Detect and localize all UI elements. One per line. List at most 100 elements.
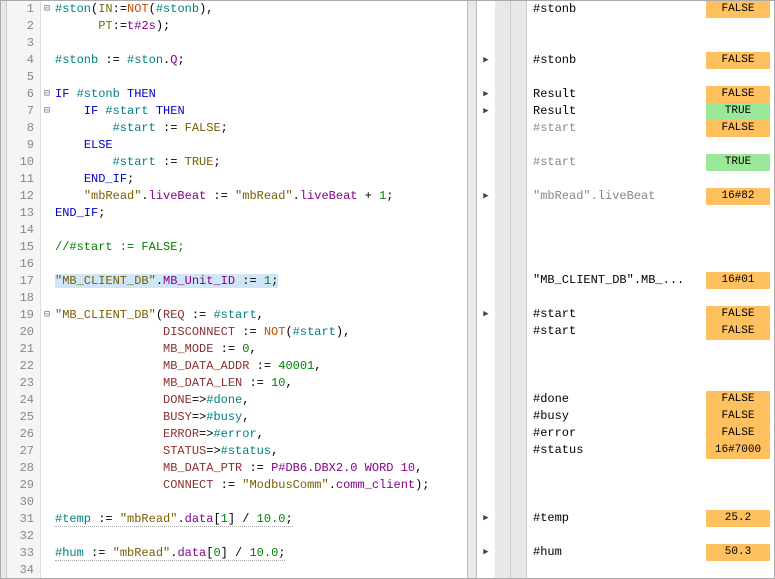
watch-row[interactable]: #stonbFALSE: [477, 1, 774, 18]
code-line[interactable]: 24 DONE=>#done,: [7, 392, 467, 409]
watch-var-value[interactable]: TRUE: [706, 103, 770, 120]
code-text[interactable]: "MB_CLIENT_DB".MB_Unit_ID := 1;: [53, 273, 467, 290]
watch-row[interactable]: [477, 374, 774, 391]
watch-row[interactable]: #startFALSE: [477, 120, 774, 137]
watch-row[interactable]: ▶ ResultFALSE: [477, 86, 774, 103]
watch-var-value[interactable]: 16#82: [706, 188, 770, 205]
watch-row[interactable]: #startTRUE: [477, 154, 774, 171]
code-line[interactable]: 20 DISCONNECT := NOT(#start),: [7, 324, 467, 341]
watch-row[interactable]: [477, 527, 774, 544]
expand-icon[interactable]: ▶: [477, 52, 495, 69]
watch-var-name[interactable]: #hum: [527, 544, 706, 561]
code-text[interactable]: ELSE: [53, 137, 467, 154]
watch-row[interactable]: [477, 69, 774, 86]
watch-var-name[interactable]: Result: [527, 103, 706, 120]
pane-divider[interactable]: [467, 1, 477, 578]
code-line[interactable]: 27 STATUS=>#status,: [7, 443, 467, 460]
watch-row[interactable]: #errorFALSE: [477, 425, 774, 442]
code-text[interactable]: CONNECT := "ModbusComm".comm_client);: [53, 477, 467, 494]
code-text[interactable]: [53, 494, 467, 511]
fold-toggle-icon[interactable]: ⊟: [41, 103, 53, 120]
code-text[interactable]: #temp := "mbRead".data[1] / 10.0;: [53, 511, 467, 528]
watch-var-value[interactable]: 16#7000: [706, 442, 770, 459]
code-line[interactable]: 12 "mbRead".liveBeat := "mbRead".liveBea…: [7, 188, 467, 205]
watch-row[interactable]: [477, 476, 774, 493]
watch-var-name[interactable]: #start: [527, 306, 706, 323]
code-text[interactable]: "MB_CLIENT_DB"(REQ := #start,: [53, 307, 467, 324]
code-line[interactable]: 11 END_IF;: [7, 171, 467, 188]
watch-row[interactable]: [477, 561, 774, 578]
code-text[interactable]: [53, 222, 467, 239]
watch-row[interactable]: ▶"mbRead".liveBeat16#82: [477, 188, 774, 205]
fold-toggle-icon[interactable]: ⊟: [41, 1, 53, 18]
watch-var-value[interactable]: FALSE: [706, 52, 770, 69]
watch-var-name[interactable]: "MB_CLIENT_DB".MB_...: [527, 272, 706, 289]
code-text[interactable]: MB_DATA_ADDR := 40001,: [53, 358, 467, 375]
watch-var-value[interactable]: 50.3: [706, 544, 770, 561]
fold-toggle-icon[interactable]: ⊟: [41, 86, 53, 103]
watch-row[interactable]: "MB_CLIENT_DB".MB_...16#01: [477, 272, 774, 289]
code-line[interactable]: 8 #start := FALSE;: [7, 120, 467, 137]
code-text[interactable]: END_IF;: [53, 205, 467, 222]
watch-row[interactable]: [477, 171, 774, 188]
watch-row[interactable]: #status16#7000: [477, 442, 774, 459]
watch-row[interactable]: ▶ResultTRUE: [477, 103, 774, 120]
watch-var-value[interactable]: FALSE: [706, 425, 770, 442]
code-text[interactable]: #start := TRUE;: [53, 154, 467, 171]
watch-row[interactable]: [477, 459, 774, 476]
code-line[interactable]: 28 MB_DATA_PTR := P#DB6.DBX2.0 WORD 10,: [7, 460, 467, 477]
watch-var-name[interactable]: Result: [527, 86, 706, 103]
watch-row[interactable]: [477, 35, 774, 52]
watch-row[interactable]: [477, 137, 774, 154]
watch-var-value[interactable]: FALSE: [706, 306, 770, 323]
watch-row[interactable]: ▶ #hum50.3: [477, 544, 774, 561]
watch-row[interactable]: [477, 256, 774, 273]
code-text[interactable]: MB_DATA_PTR := P#DB6.DBX2.0 WORD 10,: [53, 460, 467, 477]
watch-var-value[interactable]: FALSE: [706, 120, 770, 137]
code-line[interactable]: 18: [7, 290, 467, 307]
code-text[interactable]: ERROR=>#error,: [53, 426, 467, 443]
code-pane[interactable]: 1⊟#ston(IN:=NOT(#stonb),2 PT:=t#2s);34#s…: [7, 1, 467, 578]
code-line[interactable]: 26 ERROR=>#error,: [7, 426, 467, 443]
code-text[interactable]: [53, 35, 467, 52]
code-text[interactable]: "mbRead".liveBeat := "mbRead".liveBeat +…: [53, 188, 467, 205]
code-text[interactable]: [53, 290, 467, 307]
watch-var-name[interactable]: #start: [527, 323, 706, 340]
watch-var-name[interactable]: #stonb: [527, 52, 706, 69]
code-text[interactable]: PT:=t#2s);: [53, 18, 467, 35]
watch-row[interactable]: [477, 357, 774, 374]
watch-var-value[interactable]: TRUE: [706, 154, 770, 171]
watch-row[interactable]: ▶ #stonbFALSE: [477, 52, 774, 69]
code-line[interactable]: 7⊟ IF #start THEN: [7, 103, 467, 120]
code-text[interactable]: [53, 69, 467, 86]
code-text[interactable]: #hum := "mbRead".data[0] / 10.0;: [53, 545, 467, 562]
code-text[interactable]: IF #stonb THEN: [53, 86, 467, 103]
watch-row[interactable]: [477, 222, 774, 239]
watch-var-value[interactable]: FALSE: [706, 1, 770, 18]
code-text[interactable]: MB_MODE := 0,: [53, 341, 467, 358]
watch-row[interactable]: ▶#temp25.2: [477, 510, 774, 527]
watch-var-value[interactable]: FALSE: [706, 86, 770, 103]
code-text[interactable]: BUSY=>#busy,: [53, 409, 467, 426]
expand-icon[interactable]: ▶: [477, 86, 495, 103]
watch-row[interactable]: [477, 239, 774, 256]
code-line[interactable]: 16: [7, 256, 467, 273]
watch-row[interactable]: [477, 205, 774, 222]
watch-row[interactable]: [477, 289, 774, 306]
code-line[interactable]: 5: [7, 69, 467, 86]
code-line[interactable]: 21 MB_MODE := 0,: [7, 341, 467, 358]
code-text[interactable]: IF #start THEN: [53, 103, 467, 120]
code-line[interactable]: 29 CONNECT := "ModbusComm".comm_client);: [7, 477, 467, 494]
code-line[interactable]: 15//#start := FALSE;: [7, 239, 467, 256]
expand-icon[interactable]: ▶: [477, 544, 495, 561]
code-text[interactable]: [53, 562, 467, 578]
code-text[interactable]: //#start := FALSE;: [53, 239, 467, 256]
watch-row[interactable]: ▶#startFALSE: [477, 306, 774, 323]
code-line[interactable]: 2 PT:=t#2s);: [7, 18, 467, 35]
code-line[interactable]: 33#hum := "mbRead".data[0] / 10.0;: [7, 545, 467, 562]
watch-var-name[interactable]: #start: [527, 120, 706, 137]
code-text[interactable]: END_IF;: [53, 171, 467, 188]
code-line[interactable]: 1⊟#ston(IN:=NOT(#stonb),: [7, 1, 467, 18]
watch-row[interactable]: #startFALSE: [477, 323, 774, 340]
watch-row[interactable]: #busyFALSE: [477, 408, 774, 425]
